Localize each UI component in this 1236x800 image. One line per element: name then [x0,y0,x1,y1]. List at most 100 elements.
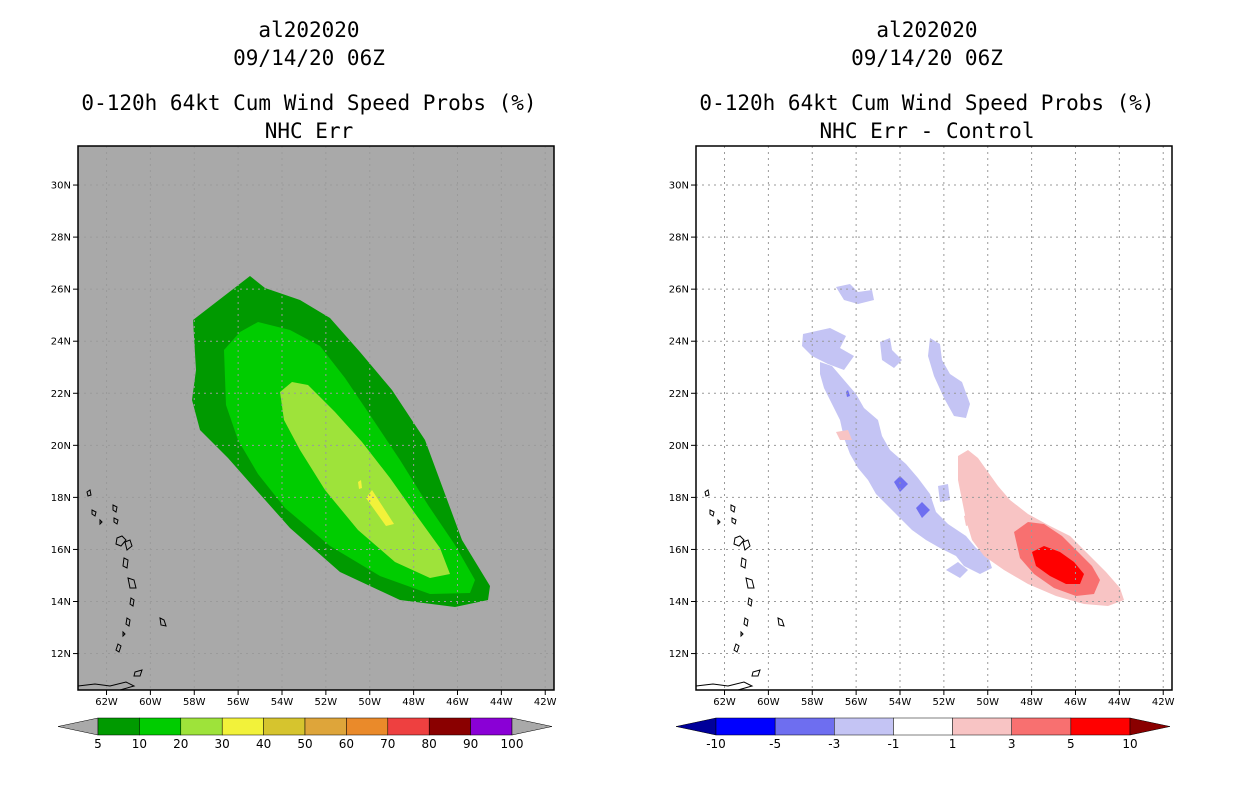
diff-contour-neg3 [946,562,968,578]
lat-tick-label: 28N [669,233,689,244]
colorbar-label: -1 [887,737,899,751]
datetime-title: 09/14/20 06Z [851,46,1003,70]
colorbar-label: 20 [173,737,188,751]
lat-tick-label: 20N [51,441,71,452]
diff-contour-neg3 [802,328,854,370]
lat-tick-label: 22N [51,389,71,400]
lon-tick-label: 58W [183,697,206,708]
colorbar-label: 3 [1008,737,1016,751]
lon-tick-label: 54W [271,697,294,708]
colorbar-over-triangle [1129,717,1171,736]
lat-axis-labels: 12N 14N 16N 18N 20N 22N 24N 26N 28N 30N [51,181,78,660]
left-map-svg: 12N 14N 16N 18N 20N 22N 24N 26N 28N 30N 62W 60W 58W… [51,145,557,751]
lat-axis-labels: 12N 14N 16N 18N 20N 22N 24N 26N 28N 30N [669,181,696,660]
lat-tick-label: 30N [669,181,689,192]
lon-tick-label: 50W [976,697,999,708]
colorbar-label: 60 [339,737,354,751]
colorbar-label: -3 [828,737,840,751]
lon-tick-label: 42W [534,697,557,708]
colorbar-bin [834,717,894,736]
grid-lines [696,146,1172,690]
colorbar-bin [180,717,223,736]
diff-contour-neg3 [928,338,970,418]
colorbar-under-triangle [57,717,99,736]
diff-contour-pos5 [1032,546,1084,584]
colorbar-label: 10 [132,737,147,751]
colorbar-label: 40 [256,737,271,751]
colorbar-over-triangle [511,717,553,736]
diff-contour-neg3 [820,362,992,574]
lon-tick-label: 56W [845,697,868,708]
colorbar-label: 50 [297,737,312,751]
colorbar-bin [470,717,513,736]
colorbar-bin [139,717,182,736]
lat-tick-label: 14N [51,597,71,608]
lon-axis-labels: 62W 60W 58W 56W 54W 52W 50W 48W 46W 44W 42W [95,690,557,708]
lesser-antilles-outline [78,489,167,690]
colorbar-bin [97,717,140,736]
product-title: 0-120h 64kt Cum Wind Speed Probs (%) [699,91,1155,115]
lon-tick-label: 52W [933,697,956,708]
lon-tick-label: 48W [402,697,425,708]
right-panel: al202020 09/14/20 06Z 0-120h 64kt Cum Wi… [618,0,1236,800]
lon-tick-label: 52W [315,697,338,708]
lat-tick-label: 24N [669,337,689,348]
subtitle: NHC Err [264,119,354,143]
colorbar-label: 5 [1067,737,1075,751]
lon-axis-labels: 62W 60W 58W 56W 54W 52W 50W 48W 46W 44W 42W [713,690,1175,708]
colorbar-bin [304,717,347,736]
diff-contour-neg3 [836,284,874,304]
colorbar-label: 10 [1122,737,1137,751]
lat-tick-label: 26N [669,285,689,296]
colorbar-bin [346,717,389,736]
diff-contour-neg3 [938,484,950,502]
lat-tick-label: 30N [51,181,71,192]
colorbar: 5 10 20 30 40 50 60 70 80 90 100 [57,717,553,751]
colorbar-label: 5 [94,737,102,751]
lon-tick-label: 54W [889,697,912,708]
colorbar-bin [1070,717,1131,736]
lat-tick-label: 18N [51,493,71,504]
diff-contour-neg3 [880,338,902,368]
lat-tick-label: 16N [51,545,71,556]
diff-contour-pos1 [964,514,972,526]
lon-tick-label: 46W [1064,697,1087,708]
lon-tick-label: 60W [757,697,780,708]
storm-id-title: al202020 [258,18,360,42]
lat-tick-label: 12N [669,649,689,660]
lon-tick-label: 62W [95,697,118,708]
colorbar: -10 -5 -3 -1 1 3 5 10 [675,717,1171,751]
storm-id-title: al202020 [876,18,978,42]
colorbar-bin [221,717,264,736]
colorbar-label: 90 [463,737,478,751]
colorbar-bin [263,717,306,736]
lat-tick-label: 20N [669,441,689,452]
lat-tick-label: 18N [669,493,689,504]
map-frame [695,145,1173,691]
grid-lines [78,146,554,690]
lat-tick-label: 28N [51,233,71,244]
lon-tick-label: 50W [358,697,381,708]
subtitle: NHC Err - Control [819,119,1035,143]
lon-tick-label: 46W [446,697,469,708]
lat-tick-label: 16N [669,545,689,556]
lat-tick-label: 26N [51,285,71,296]
datetime-title: 09/14/20 06Z [233,46,385,70]
colorbar-label: -10 [706,737,726,751]
lon-tick-label: 56W [227,697,250,708]
colorbar-bin [893,717,953,736]
colorbar-label: 70 [380,737,395,751]
lat-tick-label: 14N [669,597,689,608]
lesser-antilles-outline [696,489,785,690]
lon-tick-label: 62W [713,697,736,708]
map-frame [77,145,555,691]
colorbar-label: 80 [422,737,437,751]
diff-contour-pos1 [836,430,852,440]
diff-contour-neg5 [894,476,908,492]
lat-tick-label: 22N [669,389,689,400]
map-background [696,146,1172,690]
colorbar-label: -5 [769,737,781,751]
colorbar-bin [952,717,1012,736]
prob-contour-30-small [358,480,362,489]
lon-tick-label: 58W [801,697,824,708]
